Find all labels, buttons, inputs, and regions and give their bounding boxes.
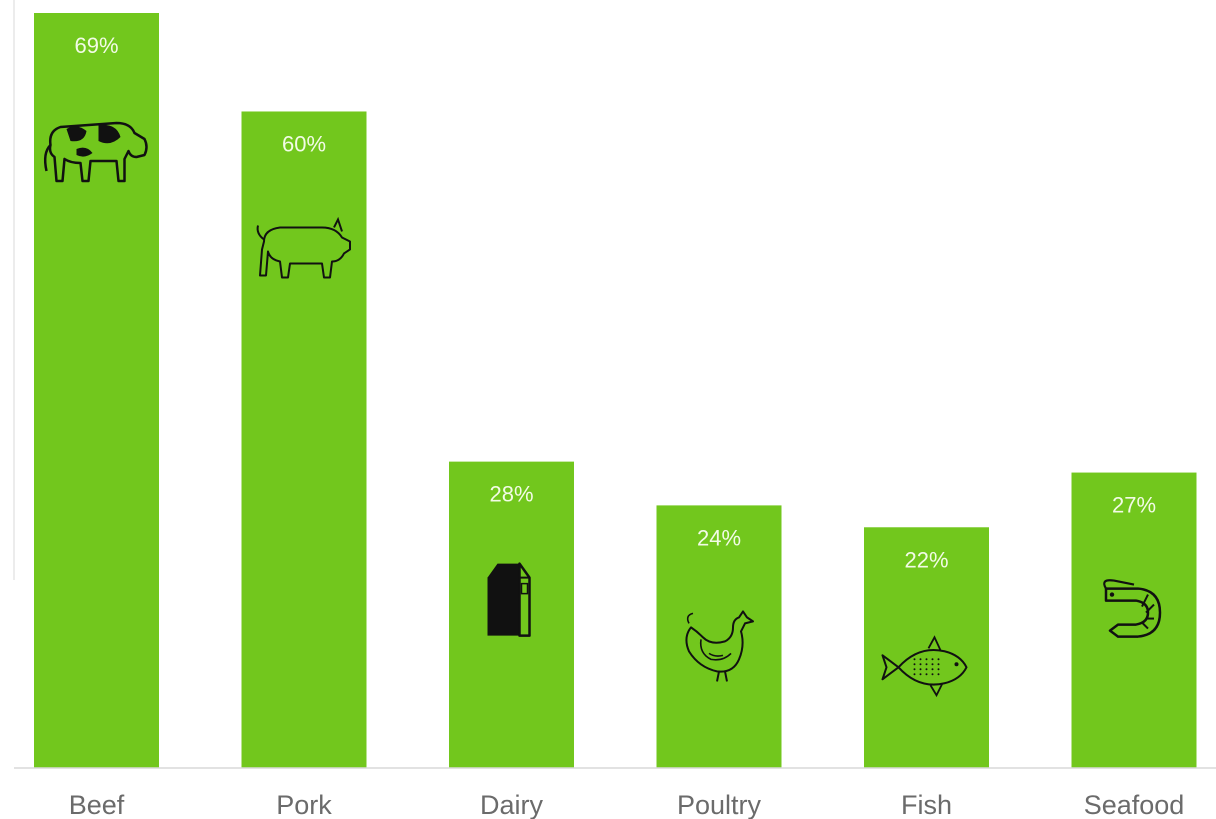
- bar-poultry: [656, 505, 782, 768]
- category-label-poultry: Poultry: [677, 790, 762, 819]
- bar-pork: [241, 111, 367, 768]
- category-label-dairy: Dairy: [480, 790, 544, 819]
- value-label-seafood: 27%: [1112, 493, 1156, 518]
- category-label-pork: Pork: [276, 790, 332, 819]
- shrimp-icon: [1103, 579, 1162, 638]
- chicken-icon: [685, 610, 754, 682]
- value-label-fish: 22%: [904, 547, 948, 572]
- category-label-beef: Beef: [69, 790, 125, 819]
- fish-icon: [881, 635, 968, 698]
- value-label-beef: 69%: [74, 33, 118, 58]
- category-label-seafood: Seafood: [1084, 790, 1185, 819]
- bar-fish: [864, 527, 989, 768]
- value-label-pork: 60%: [282, 131, 326, 156]
- value-label-poultry: 24%: [697, 525, 741, 550]
- bar-beef: [34, 13, 159, 768]
- bar-seafood: [1071, 472, 1197, 768]
- milk-carton-icon: [487, 562, 531, 637]
- pig-icon: [256, 216, 351, 279]
- cow-icon: [43, 121, 148, 183]
- category-label-fish: Fish: [901, 790, 952, 819]
- value-label-dairy: 28%: [489, 482, 533, 507]
